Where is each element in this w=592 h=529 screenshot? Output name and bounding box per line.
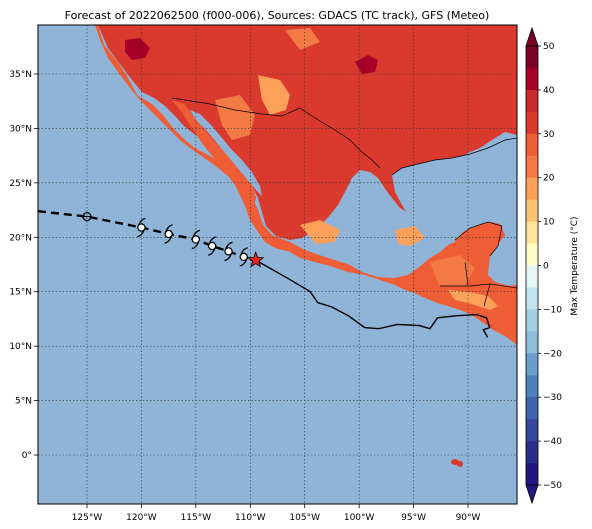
current-position-star-icon [247,250,265,268]
colorbar-band [526,67,538,91]
colorbar-tick-label: 30 [543,130,555,140]
colorbar-band [526,155,538,178]
colorbar-tick-label: −50 [543,481,562,491]
land-cool-plateau-1 [258,75,290,115]
lat-tick-label: 30°N [9,124,32,134]
colorbar-band [526,221,538,244]
colorbar-band [526,111,538,135]
colorbar-band [526,309,538,332]
borders [171,97,517,307]
colorbar-tick-label: 40 [543,86,555,96]
lat-tick-label: 25°N [9,179,32,189]
lon-tick-label: 105°W [289,513,320,523]
gulf-of-california [190,110,262,196]
colorbar-band [526,265,538,288]
colorbar-tick-label: 50 [543,42,555,52]
lon-tick-label: 90°W [456,513,481,523]
storm-symbol-icon [191,229,201,250]
colorbar-tick-label: 0 [543,262,549,272]
colorbar-band [526,331,538,354]
longitude-ticks: 125°W 120°W 115°W 110°W 105°W 100°W 95°W 90°W [72,504,481,523]
latitude-ticks: 35°N 30°N 25°N 20°N 15°N 10°N 5°N 0° [9,70,38,461]
lon-tick-label: 110°W [235,513,266,523]
lat-tick-label: 5°N [15,397,32,407]
colorbar-band [526,353,538,376]
colorbar-extend-bottom [525,484,539,505]
colorbar-tick-label: −30 [543,393,562,403]
colorbar-tick-label: 10 [543,218,555,228]
land-island-2 [457,461,463,467]
colorbar-tick-label: 20 [543,174,555,184]
colorbar-label: Max Temperature (°C) [570,216,580,315]
land-mid-patch-2 [430,255,475,288]
graticule [38,25,517,504]
storm-symbol-icon [137,217,146,238]
lon-tick-label: 125°W [72,513,103,523]
storm-symbol-icon [164,224,173,244]
colorbar-band [526,46,538,69]
land-cool-plateau-3 [395,226,425,246]
colorbar-band [526,463,538,486]
colorbar: 50 40 30 20 10 0 −10 −20 −30 −40 −50 [525,26,562,505]
lat-tick-label: 20°N [9,233,32,243]
colorbar-band [526,89,538,113]
storm-symbol-icon [224,241,233,262]
colorbar-band [526,397,538,420]
lon-tick-label: 100°W [344,513,375,523]
colorbar-band [526,375,538,398]
lat-tick-label: 35°N [9,70,32,80]
land-yucatan [455,222,502,262]
lon-tick-label: 115°W [181,513,212,523]
land-central-america-highland [448,290,498,310]
colorbar-extend-top [525,26,539,47]
colorbar-band [526,441,538,464]
lon-tick-label: 95°W [401,513,426,523]
cyclone-track [38,210,491,338]
land-baja [172,100,256,206]
lat-tick-label: 15°N [9,288,32,298]
colorbar-tick-label: −20 [543,349,562,359]
colorbar-band [526,287,538,310]
gulf-of-mexico [392,138,517,242]
colorbar-band [526,419,538,442]
land-island-1 [451,459,459,465]
land-hot-core-1 [125,38,150,60]
map-panel [38,25,517,504]
lon-tick-label: 120°W [126,513,157,523]
colorbar-tick-label: −10 [543,305,562,315]
colorbar-band [526,133,538,157]
land-mid-patch-3 [285,28,320,50]
lat-tick-label: 0° [22,451,32,461]
storm-symbol-icon [239,247,248,267]
colorbar-band [526,243,538,266]
colorbar-tick-label: −40 [543,437,562,447]
land-hot-core-2 [355,55,378,74]
lat-tick-label: 10°N [9,342,32,352]
land-mid-patch-1 [215,95,255,140]
colorbar-band [526,177,538,200]
forecast-track-line [255,259,491,338]
storm-symbol-icon [207,236,217,256]
chart-title: Forecast of 2022062500 (f000-006), Sourc… [65,9,490,22]
map-frame [37,24,518,505]
colorbar-band [526,199,538,222]
land-cool-plateau-2 [300,220,340,244]
